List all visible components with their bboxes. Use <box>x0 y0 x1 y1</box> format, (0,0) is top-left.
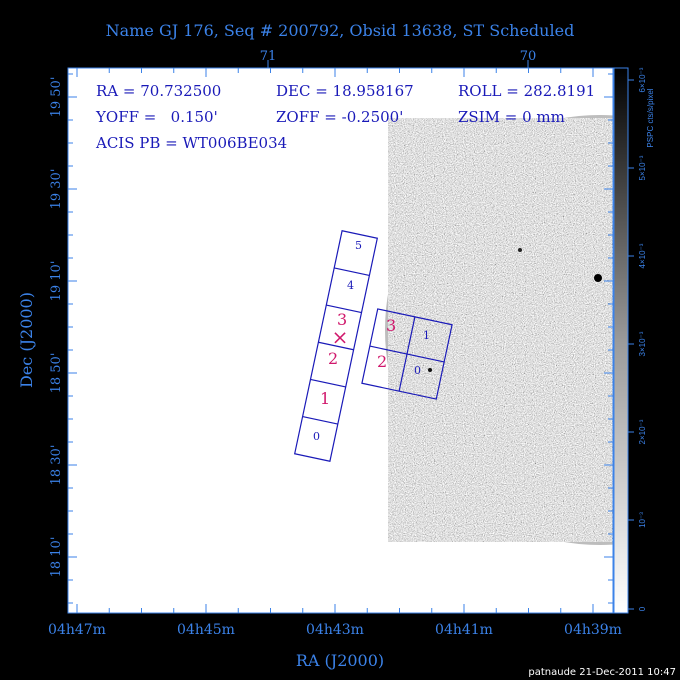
acis-s-labels: 0 1 2 3 4 5 <box>313 239 362 443</box>
info-zsim: ZSIM = 0 mm <box>458 108 565 126</box>
chip-s1-label: 1 <box>320 389 330 408</box>
colorbar-tick-label: 3×10⁻³ <box>638 331 647 356</box>
chip-s5-label: 5 <box>355 239 362 252</box>
info-dec: DEC = 18.958167 <box>276 82 414 100</box>
colorbar-tick-label: 4×10⁻³ <box>638 243 647 268</box>
colorbar-tick-label: 10⁻³ <box>638 512 647 528</box>
x-tick-label: 04h41m <box>435 622 493 638</box>
info-block: RA = 70.732500 DEC = 18.958167 ROLL = 28… <box>95 82 595 152</box>
info-roll: ROLL = 282.8191 <box>458 82 595 100</box>
colorbar-tick-label: 5×10⁻³ <box>638 155 647 180</box>
chip-s3-label: 3 <box>337 310 347 329</box>
x-tick-label: 04h39m <box>564 622 622 638</box>
chip-i3-label: 3 <box>386 316 396 335</box>
y-tick-label: 19 30' <box>49 169 64 210</box>
info-zoff: ZOFF = -0.2500' <box>276 108 403 126</box>
colorbar-label: PSPC cts/s/pixel <box>646 88 655 147</box>
acis-i-labels: 0 1 2 3 <box>377 316 430 377</box>
colorbar-tick-label: 6×10⁻³ <box>638 67 647 92</box>
colorbar <box>613 67 629 614</box>
colorbar-tick-label: 2×10⁻³ <box>638 419 647 444</box>
pspc-image <box>385 115 613 545</box>
bright-source <box>594 274 602 282</box>
acis-s-array <box>293 230 379 462</box>
aimpoint-marker: × <box>332 325 349 349</box>
chip-i0-label: 0 <box>414 364 421 377</box>
y-tick-label: 19 50' <box>49 77 64 118</box>
y-tick-label: 18 50' <box>49 353 64 394</box>
y-tick-label: 19 10' <box>49 261 64 302</box>
info-yoff: YOFF = 0.150' <box>95 108 218 126</box>
colorbar-tick-label: 0 <box>638 606 647 611</box>
top-tick-label: 70 <box>520 49 537 64</box>
y-tick-label: 18 10' <box>49 537 64 578</box>
x-tick-label: 04h45m <box>177 622 235 638</box>
x-axis-label: RA (J2000) <box>296 651 384 670</box>
chip-s2-label: 2 <box>328 349 338 368</box>
chip-s0-label: 0 <box>313 430 320 443</box>
axis-ticks <box>68 60 613 613</box>
info-acis-pb: ACIS PB = WT006BE034 <box>95 134 287 152</box>
acis-i-array <box>361 308 453 400</box>
top-tick-label: 71 <box>260 49 277 64</box>
chip-i1-label: 1 <box>423 329 430 342</box>
plot-title: Name GJ 176, Seq # 200792, Obsid 13638, … <box>106 21 575 40</box>
y-axis-label: Dec (J2000) <box>17 292 36 388</box>
x-tick-label: 04h43m <box>306 622 364 638</box>
info-ra: RA = 70.732500 <box>96 82 221 100</box>
colorbar-ticks: 0 10⁻³ 2×10⁻³ 3×10⁻³ 4×10⁻³ 5×10⁻³ 6×10⁻³ <box>628 67 647 611</box>
chip-i2-label: 2 <box>377 352 387 371</box>
chip-s4-label: 4 <box>347 279 354 292</box>
y-tick-label: 18 30' <box>49 445 64 486</box>
footer-stamp: patnaude 21-Dec-2011 10:47 <box>528 667 676 678</box>
x-tick-label: 04h47m <box>48 622 106 638</box>
